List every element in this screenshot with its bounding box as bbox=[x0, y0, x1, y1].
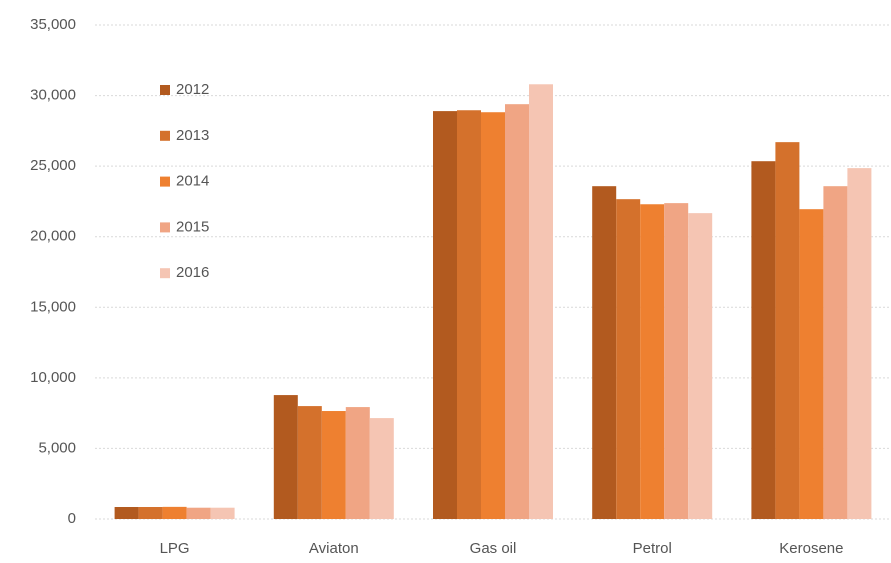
bar bbox=[321, 411, 346, 519]
legend-label: 2014 bbox=[176, 173, 209, 190]
bar bbox=[847, 168, 872, 520]
legend-swatch bbox=[160, 85, 170, 95]
y-tick-label: 15,000 bbox=[30, 298, 76, 315]
legend-swatch bbox=[160, 176, 170, 187]
bar bbox=[345, 407, 370, 519]
y-tick-label: 35,000 bbox=[30, 16, 76, 33]
bar bbox=[457, 110, 481, 520]
legend-swatch bbox=[160, 130, 170, 141]
legend-label: 2016 bbox=[176, 264, 209, 281]
bar bbox=[640, 204, 665, 519]
y-tick-label: 5,000 bbox=[38, 439, 76, 456]
bar bbox=[592, 186, 617, 519]
bar bbox=[162, 506, 187, 519]
x-tick-label: Aviaton bbox=[309, 540, 359, 557]
bar bbox=[616, 199, 641, 519]
bar bbox=[529, 84, 553, 519]
bar bbox=[505, 104, 529, 519]
x-tick-label: LPG bbox=[160, 540, 190, 557]
x-tick-label: Gas oil bbox=[470, 540, 517, 557]
bar bbox=[775, 142, 800, 520]
legend-label: 2015 bbox=[176, 218, 209, 235]
bar bbox=[433, 111, 457, 520]
bar bbox=[369, 418, 394, 519]
x-tick-label: Petrol bbox=[633, 540, 672, 557]
bar bbox=[481, 112, 505, 519]
y-tick-label: 20,000 bbox=[30, 228, 76, 245]
y-tick-label: 10,000 bbox=[30, 369, 76, 386]
y-tick-label: 25,000 bbox=[30, 157, 76, 174]
legend-label: 2013 bbox=[176, 127, 209, 144]
bar bbox=[273, 395, 298, 519]
y-tick-label: 30,000 bbox=[30, 87, 76, 104]
bar bbox=[138, 507, 163, 519]
bar bbox=[210, 507, 235, 519]
x-tick-label: Kerosene bbox=[779, 540, 843, 557]
bar bbox=[823, 186, 848, 519]
y-tick-label: 0 bbox=[68, 510, 76, 527]
bar bbox=[799, 209, 824, 520]
bar bbox=[688, 213, 713, 519]
legend-swatch bbox=[160, 268, 170, 279]
bar bbox=[664, 203, 689, 519]
bar bbox=[114, 507, 139, 519]
bar bbox=[751, 161, 776, 519]
bar bbox=[186, 507, 211, 519]
legend-swatch bbox=[160, 222, 170, 233]
bar bbox=[297, 406, 322, 519]
legend-label: 2012 bbox=[176, 81, 209, 98]
